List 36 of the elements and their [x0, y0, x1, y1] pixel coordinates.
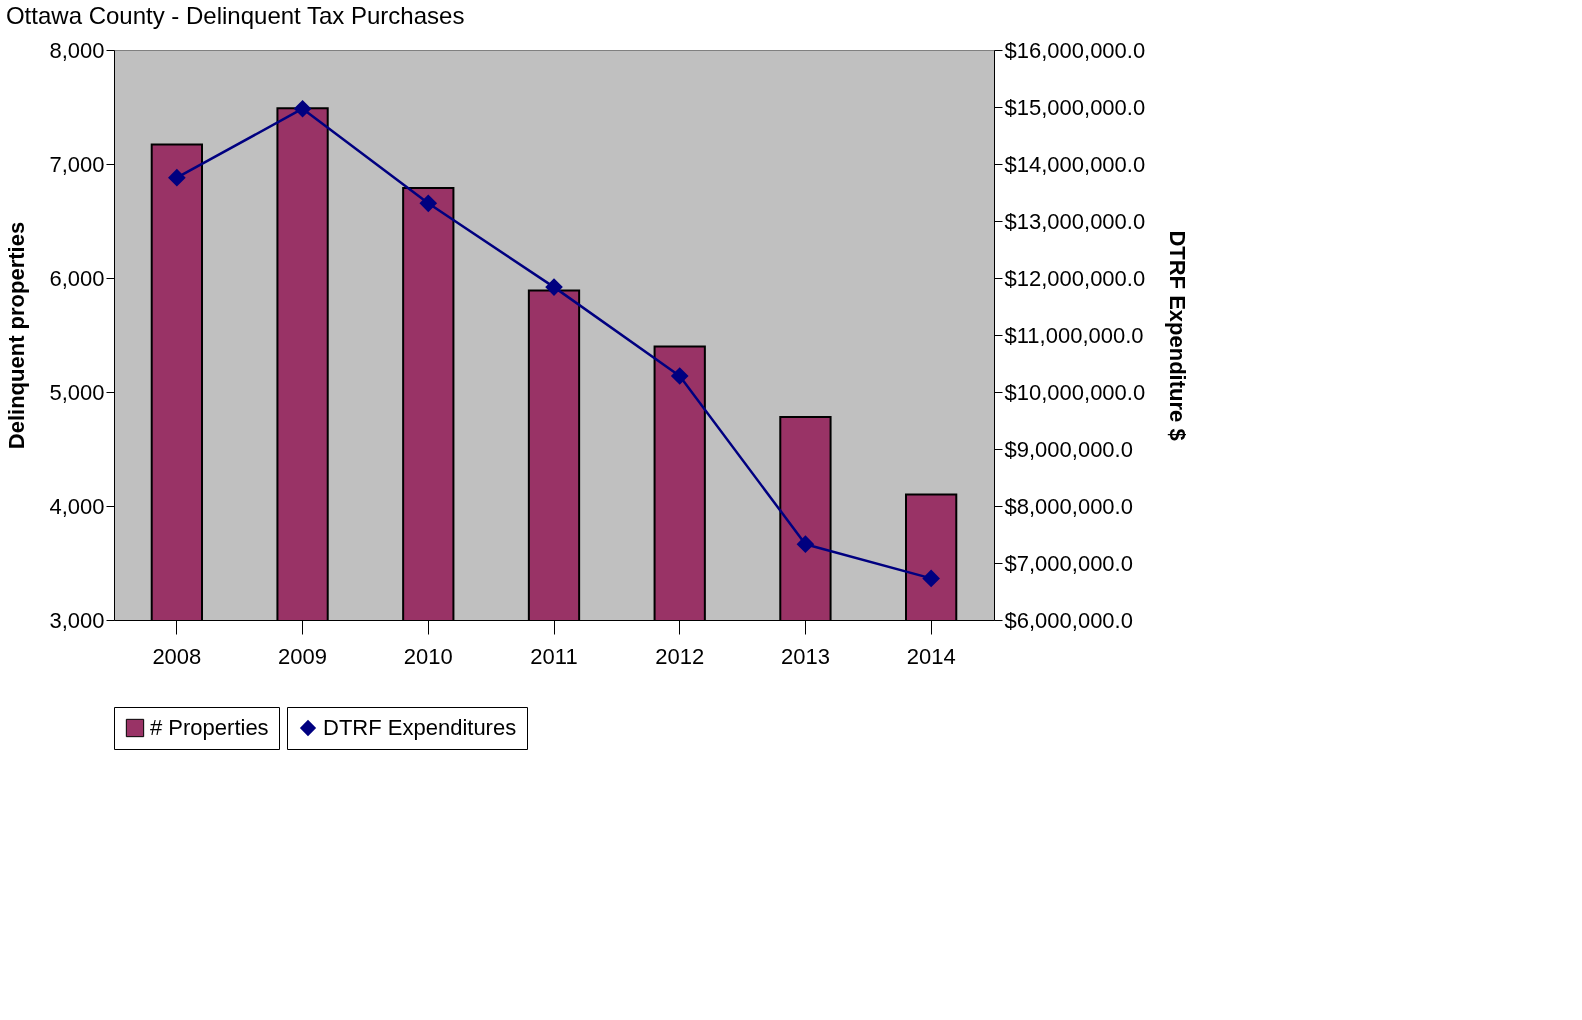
y-tick-label: 7,000 — [49, 151, 105, 177]
y-axis-title: Delinquent properties — [4, 221, 30, 450]
y-tick-label: 6,000 — [49, 265, 105, 291]
point — [797, 535, 814, 553]
point — [294, 100, 311, 118]
y2-tick-label: $9,000,000.0 — [1004, 436, 1133, 462]
y2-tick-label: $6,000,000.0 — [1004, 607, 1133, 633]
x-tick-label: 2014 — [906, 643, 956, 669]
y-tick-label: 3,000 — [49, 607, 105, 633]
x-tick-label: 2011 — [530, 643, 578, 669]
point — [168, 169, 186, 187]
x-tick-label: 2009 — [278, 643, 328, 669]
y2-tick-label: $13,000,000.0 — [1004, 208, 1146, 234]
point — [545, 278, 563, 296]
point — [922, 569, 940, 587]
x-tick-label: 2013 — [780, 643, 830, 669]
y2-tick-label: $10,000,000.0 — [1004, 379, 1146, 405]
y2-tick-label: $8,000,000.0 — [1004, 493, 1133, 519]
y2-axis-title: DTRF Expenditure $ — [1165, 230, 1191, 441]
y2-tick-label: $15,000,000.0 — [1004, 94, 1146, 120]
y2-tick-label: $7,000,000.0 — [1004, 550, 1133, 576]
y-tick-label: 4,000 — [49, 493, 105, 519]
x-tick-label: 2010 — [403, 643, 453, 669]
point — [419, 194, 437, 212]
legend-label: DTRF Expenditures — [323, 715, 517, 740]
x-tick-label: 2008 — [152, 643, 202, 669]
y2-tick-label: $11,000,000.0 — [1004, 322, 1144, 348]
y-tick-label: 5,000 — [49, 379, 105, 405]
y2-tick-label: $14,000,000.0 — [1004, 151, 1146, 177]
point — [671, 367, 689, 385]
x-tick-label: 2012 — [655, 643, 705, 669]
y2-tick-label: $16,000,000.0 — [1004, 37, 1146, 63]
y2-tick-label: $12,000,000.0 — [1004, 265, 1146, 291]
legend-label: # Properties — [150, 715, 269, 740]
chart-title: Ottawa County - Delinquent Tax Purchases — [5, 2, 465, 29]
y-tick-label: 8,000 — [49, 37, 105, 63]
